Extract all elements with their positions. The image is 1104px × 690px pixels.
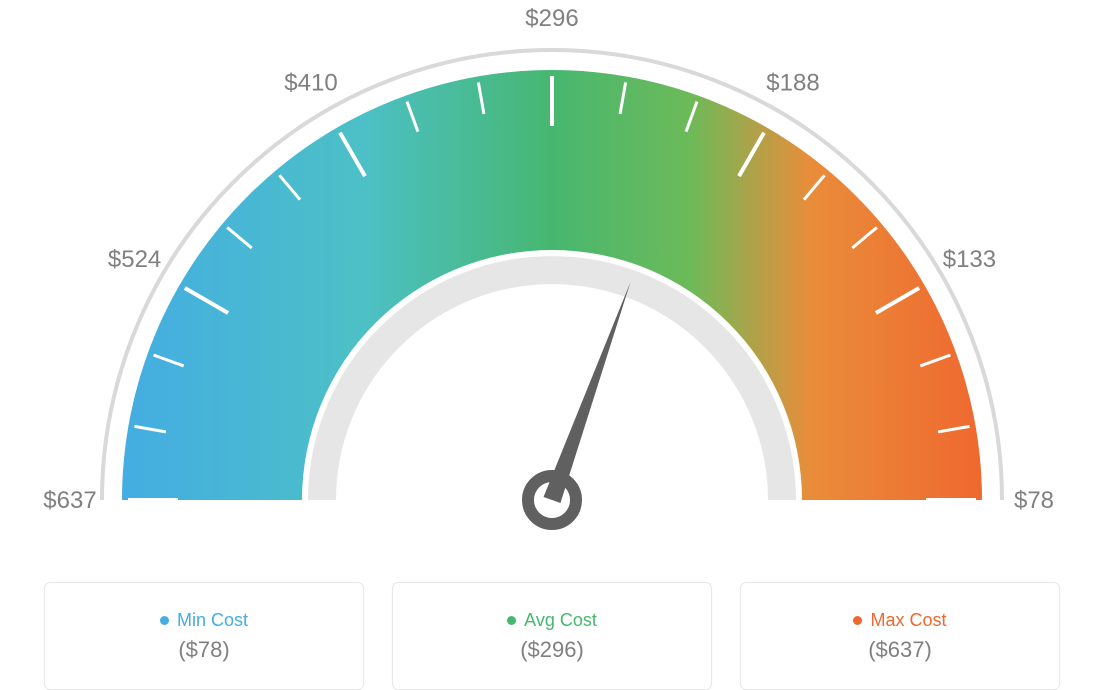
tick-label: $78	[1014, 487, 1054, 514]
gauge-svg: $78 $133 $188 $296 $410 $524 $637	[0, 0, 1104, 560]
tick-label: $410	[284, 70, 337, 97]
dot-icon	[507, 616, 516, 625]
gauge-chart: $78 $133 $188 $296 $410 $524 $637	[0, 0, 1104, 560]
tick-label: $133	[943, 246, 996, 273]
tick-label: $296	[525, 5, 578, 32]
avg-cost-label: Avg Cost	[524, 610, 597, 631]
avg-cost-value: ($296)	[520, 637, 584, 663]
min-cost-title: Min Cost	[160, 610, 248, 631]
min-cost-label: Min Cost	[177, 610, 248, 631]
avg-cost-card: Avg Cost ($296)	[392, 582, 712, 690]
max-cost-title: Max Cost	[853, 610, 946, 631]
legend: Min Cost ($78) Avg Cost ($296) Max Cost …	[0, 582, 1104, 690]
gauge-needle	[528, 282, 631, 524]
avg-cost-title: Avg Cost	[507, 610, 597, 631]
tick-label: $637	[43, 487, 96, 514]
dot-icon	[160, 616, 169, 625]
tick-label: $188	[766, 70, 819, 97]
tick-label: $524	[108, 246, 161, 273]
dot-icon	[853, 616, 862, 625]
min-cost-card: Min Cost ($78)	[44, 582, 364, 690]
min-cost-value: ($78)	[178, 637, 229, 663]
max-cost-value: ($637)	[868, 637, 932, 663]
max-cost-label: Max Cost	[870, 610, 946, 631]
max-cost-card: Max Cost ($637)	[740, 582, 1060, 690]
color-arc	[122, 70, 982, 500]
